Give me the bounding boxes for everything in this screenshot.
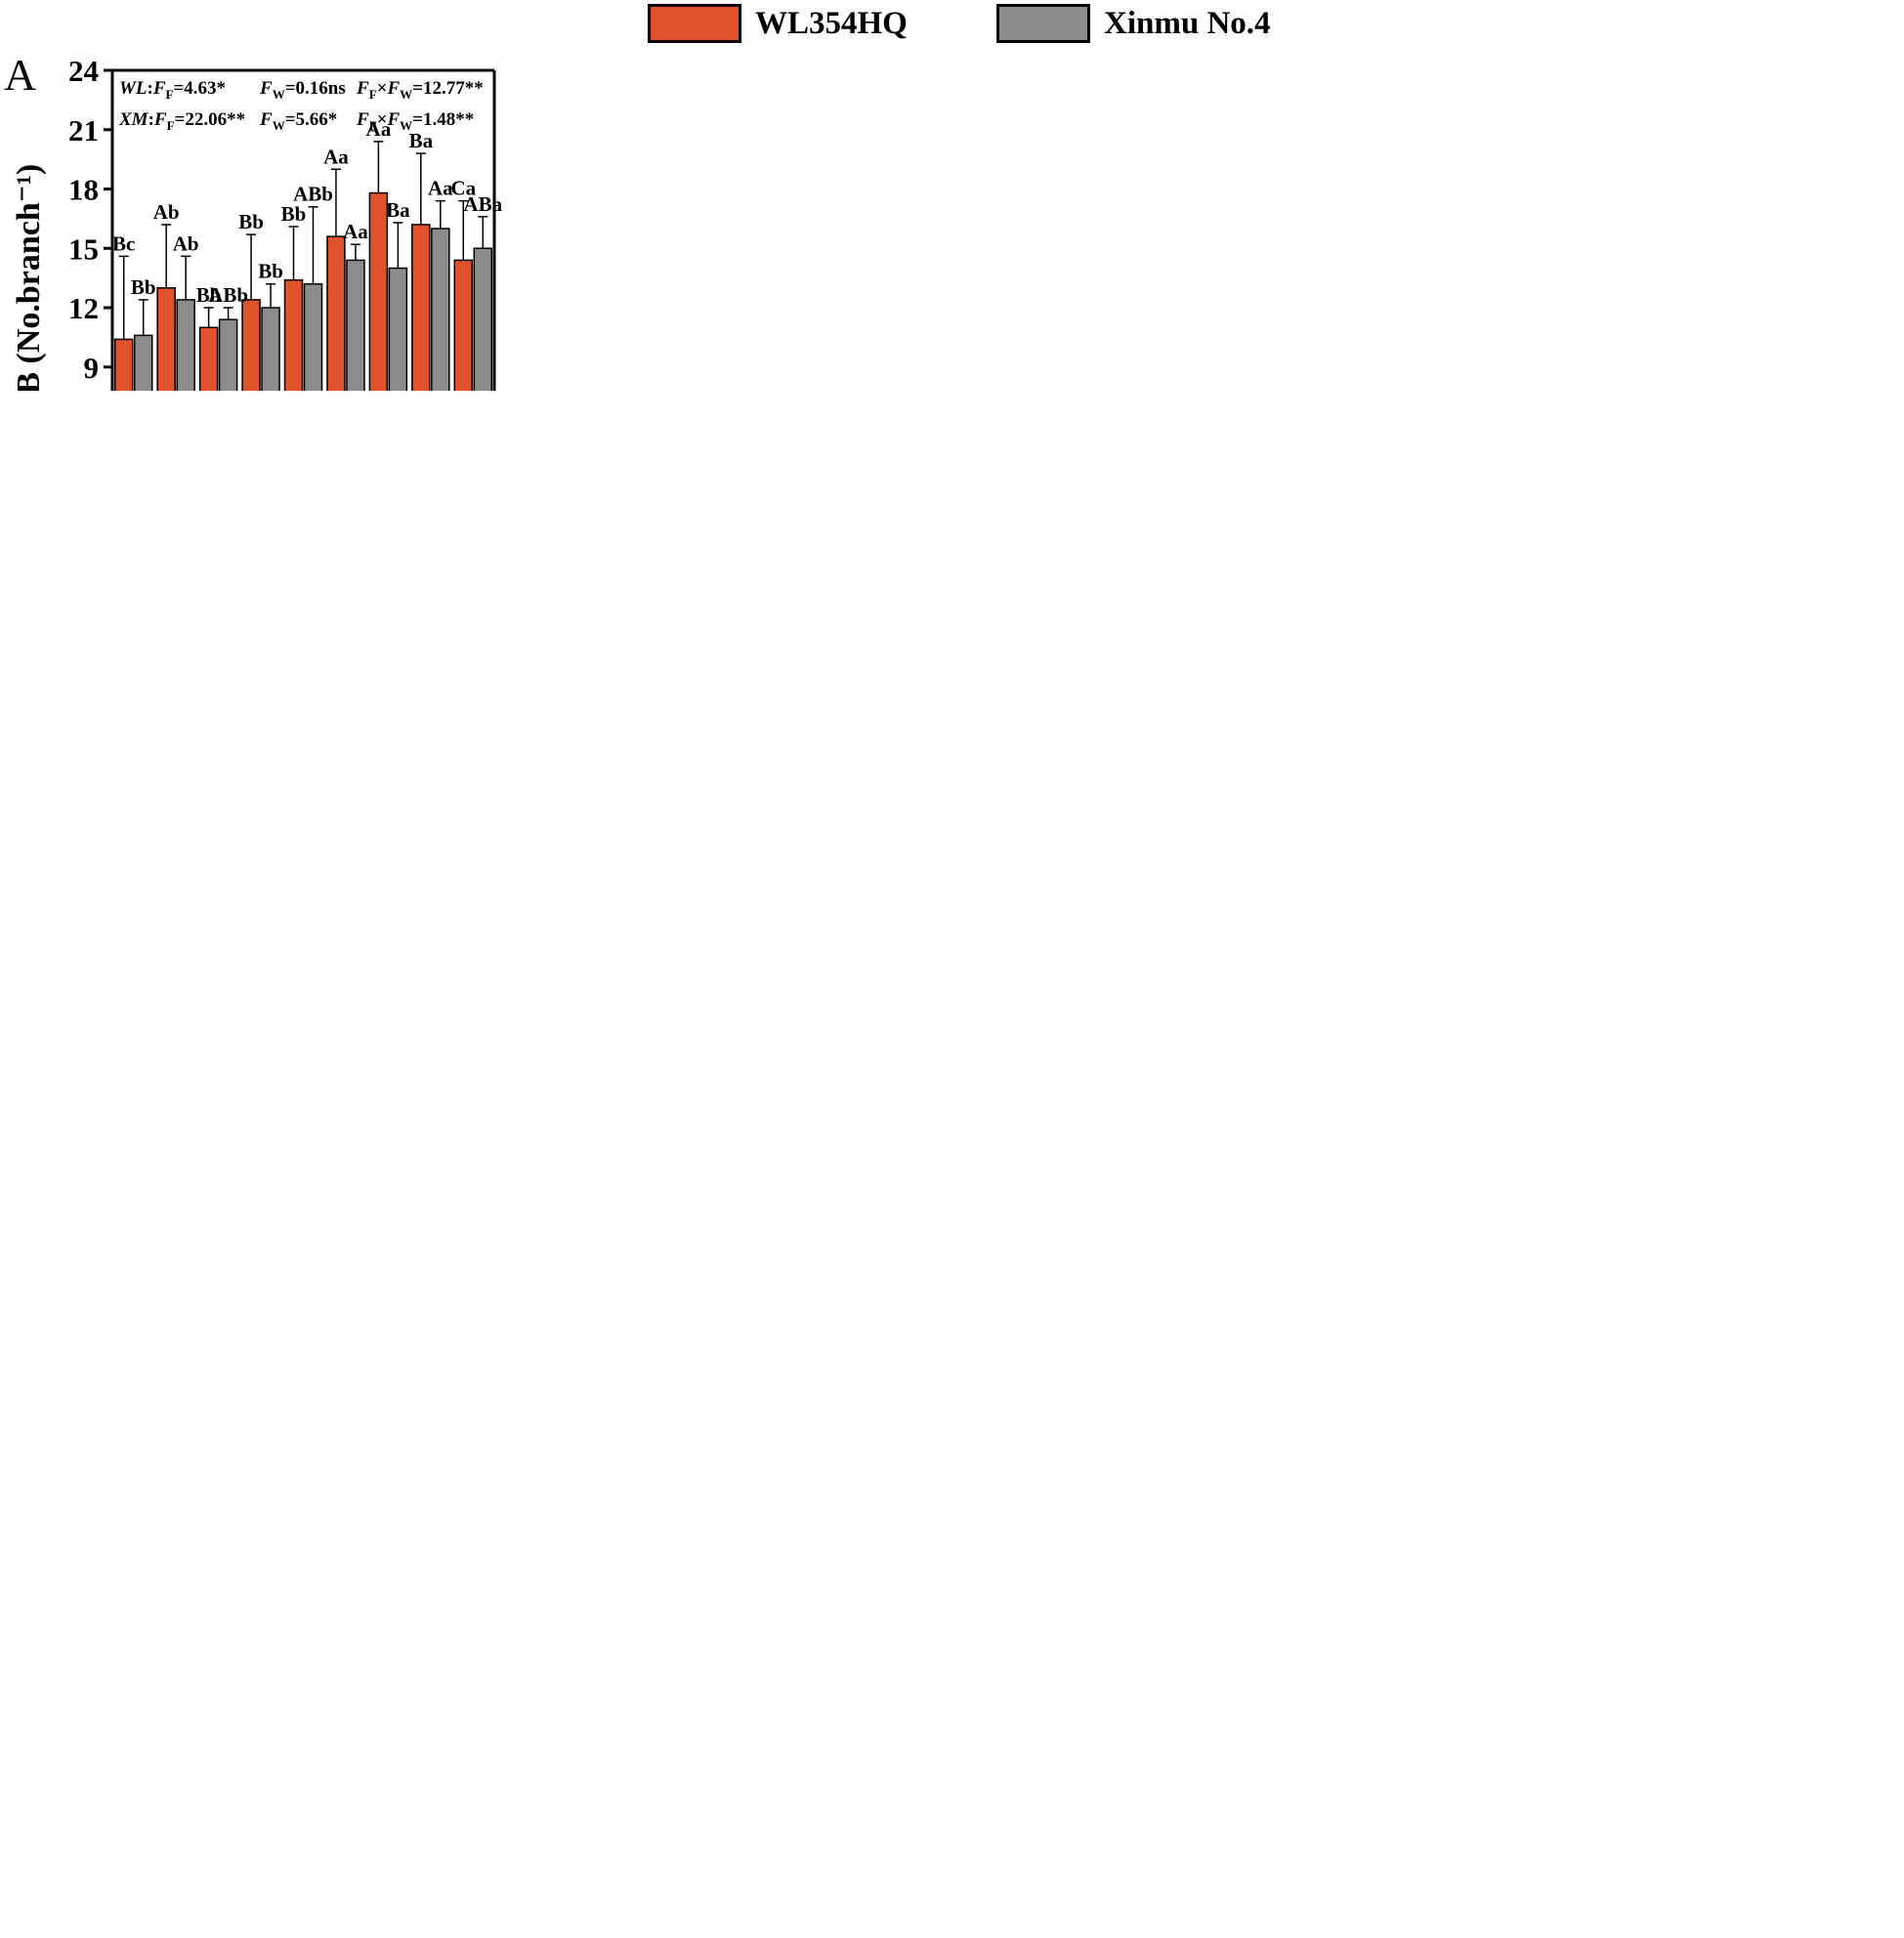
significance-label: ABb: [293, 183, 333, 206]
significance-label: Ab: [173, 232, 199, 255]
significance-label: ABb: [208, 283, 248, 307]
bar-xinmu: [303, 282, 323, 391]
stat-text-part: F: [369, 87, 377, 102]
legend-label-wl354hq: WL354HQ: [755, 5, 908, 41]
significance-label: Ca: [450, 177, 476, 200]
y-tick-label-a: 12: [68, 291, 99, 325]
bar-wl354hq: [411, 224, 431, 391]
stat-text-part: W: [273, 87, 285, 102]
legend-label-xinmu: Xinmu No.4: [1104, 5, 1271, 41]
bar-wl354hq: [326, 235, 346, 391]
bar-wl354hq: [368, 191, 389, 391]
stat-text-part: W: [400, 118, 412, 133]
legend-swatch-wl354hq: [648, 4, 741, 43]
bar-xinmu: [473, 247, 493, 391]
significance-label: Aa: [323, 145, 349, 168]
y-tick-label-a: 15: [68, 232, 99, 266]
legend-swatch-xinmu: [996, 4, 1090, 43]
significance-label: Bc: [112, 232, 135, 255]
stats-xm-ff: XM:FF=22.06**: [118, 109, 245, 133]
legend-item-xinmu: Xinmu No.4: [996, 4, 1271, 43]
significance-label: Aa: [428, 177, 453, 200]
significance-label: Bb: [131, 275, 156, 299]
y-axis-label-a: IPRB (No.branch⁻¹): [11, 164, 47, 391]
stats-xm-ffxfw: FF×FW=1.48**: [356, 109, 474, 133]
panel-letter-a: A: [4, 50, 36, 100]
significance-label: ABa: [463, 192, 502, 216]
stat-text-part: WL: [119, 78, 148, 99]
bar-xinmu: [346, 259, 365, 391]
stat-text-part: :: [148, 109, 154, 130]
significance-label: Aa: [343, 220, 368, 243]
bar-xinmu: [176, 299, 195, 391]
stat-text-part: =5.66*: [285, 109, 338, 130]
stat-text-part: F: [153, 109, 167, 130]
stat-text-part: F: [386, 78, 400, 99]
legend: WL354HQ Xinmu No.4: [0, 0, 1904, 49]
y-tick-label-a: 18: [68, 173, 99, 207]
legend-item-wl354hq: WL354HQ: [648, 4, 908, 43]
bar-xinmu: [218, 318, 238, 391]
bar-wl354hq: [198, 326, 219, 391]
stat-text-part: =12.77**: [412, 78, 484, 99]
bar-xinmu: [388, 267, 408, 391]
stats-wl-ff: WL:FF=4.63*: [119, 78, 226, 102]
significance-label: Bb: [258, 260, 283, 283]
stat-text-part: =22.06**: [175, 109, 246, 130]
significance-label: Bb: [238, 210, 264, 233]
stat-text-part: F: [369, 118, 377, 133]
stat-text-part: XM: [118, 109, 149, 130]
stat-text-part: :: [148, 78, 153, 99]
stats-xm-fw: FW=5.66*: [259, 109, 337, 133]
bar-wl354hq: [453, 259, 474, 391]
stat-text-part: F: [356, 109, 369, 130]
significance-label: Bb: [281, 202, 307, 226]
figure-canvas: A IPRB (No.branch⁻¹) 9 12 15 18 21 24 Bc Ab Bb Bb Bb…: [4, 50, 503, 391]
bar-wl354hq: [113, 338, 134, 391]
stat-text-part: F: [166, 87, 174, 102]
bar-xinmu: [261, 307, 280, 391]
stat-text-part: =4.63*: [173, 78, 226, 99]
significance-label: Ab: [153, 200, 180, 224]
stat-text-part: F: [356, 78, 369, 99]
stat-text-part: F: [259, 78, 273, 99]
stat-text-part: F: [152, 78, 166, 99]
significance-label: Ba: [386, 198, 410, 222]
stat-text-part: W: [400, 87, 412, 102]
stat-text-part: =1.48**: [412, 109, 474, 130]
bar-xinmu: [431, 228, 450, 391]
significance-label: Aa: [366, 117, 392, 141]
stat-text-part: F: [259, 109, 273, 130]
stat-text-part: =0.16ns: [285, 78, 346, 99]
y-tick-label-a: 21: [68, 113, 99, 147]
stat-text-part: F: [386, 109, 400, 130]
stat-text-part: W: [273, 118, 285, 133]
stats-wl-fw: FW=0.16ns: [259, 78, 346, 102]
significance-label: Bb: [196, 283, 222, 307]
bar-wl354hq: [283, 278, 304, 391]
stats-wl-ffxfw: FF×FW=12.77**: [356, 78, 484, 102]
bar-wl354hq: [156, 287, 176, 391]
bar-wl354hq: [241, 299, 261, 391]
stat-text-part: ×: [377, 78, 388, 99]
stat-text-part: ×: [377, 109, 388, 130]
significance-label: Ba: [409, 129, 434, 152]
bar-xinmu: [133, 334, 153, 391]
y-tick-label-a: 24: [68, 54, 99, 88]
stat-text-part: F: [167, 118, 175, 133]
y-tick-label-a: 9: [84, 351, 100, 385]
